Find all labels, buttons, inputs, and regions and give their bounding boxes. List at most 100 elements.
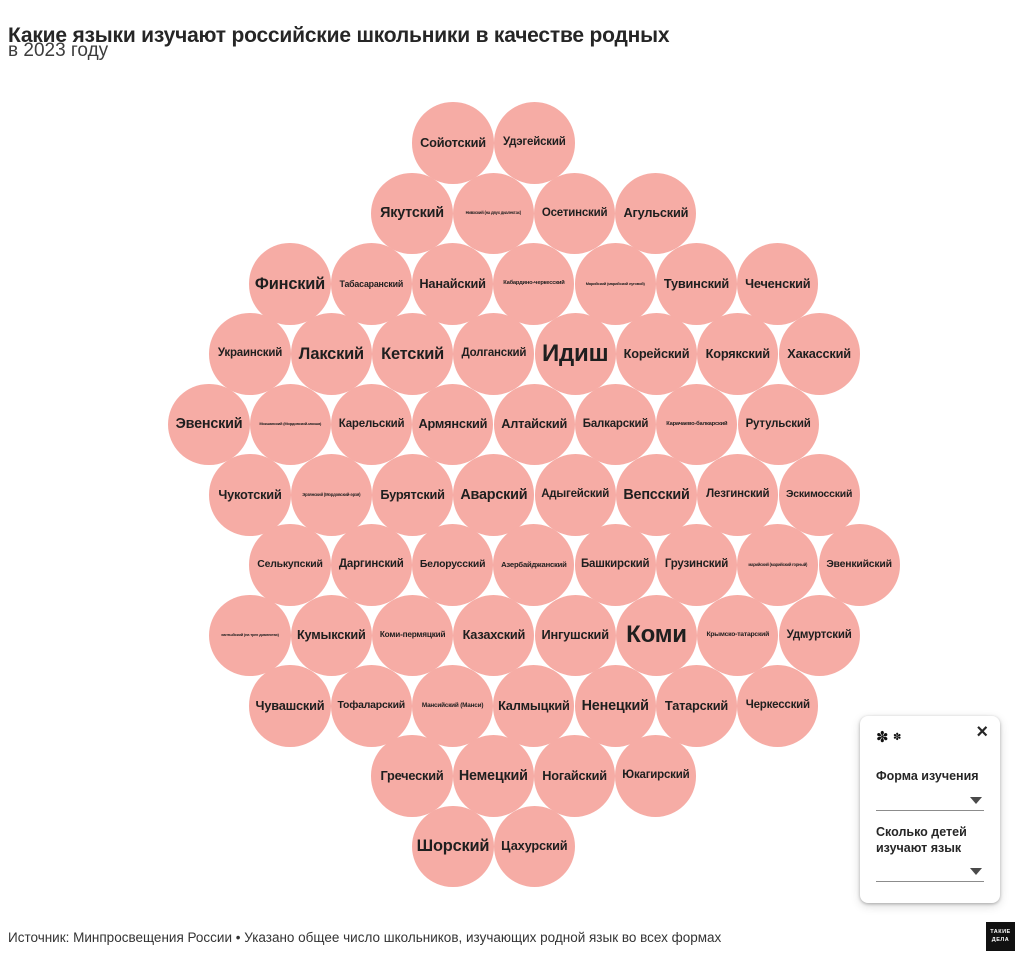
language-circle[interactable]: Нивхский (на двух диалектах): [452, 172, 534, 255]
language-circle[interactable]: Карачаево-балкарский: [656, 383, 738, 466]
language-circle[interactable]: Цахурский: [493, 805, 575, 888]
form-select[interactable]: [876, 786, 984, 811]
language-circle[interactable]: Чукотский: [209, 454, 291, 536]
language-circle[interactable]: Сойотский: [412, 102, 494, 184]
language-circle[interactable]: Эвенский: [168, 383, 250, 466]
language-circle[interactable]: Тувинский: [655, 243, 738, 325]
language-circle[interactable]: Лезгинский: [697, 454, 779, 536]
language-label: Вепсский: [623, 486, 690, 503]
language-circle[interactable]: Балкарский: [574, 383, 657, 466]
language-circle[interactable]: Агульский: [615, 172, 697, 255]
language-circle[interactable]: Селькупский: [249, 524, 331, 606]
language-circle[interactable]: Ногайский: [534, 735, 616, 817]
language-circle[interactable]: Чеченский: [737, 243, 819, 325]
language-circle[interactable]: Эрзянский (Мордовский-эрзя): [290, 454, 372, 536]
language-circle[interactable]: Удмуртский: [778, 594, 860, 677]
language-circle[interactable]: Мансийский (Манси): [412, 665, 494, 747]
language-label: Карельский: [338, 417, 405, 430]
language-circle[interactable]: Немецкий: [452, 735, 534, 817]
language-circle[interactable]: Удэгейский: [493, 102, 575, 184]
language-circle[interactable]: Армянский: [412, 383, 494, 466]
language-label: Эвенкийский: [826, 558, 892, 570]
language-circle[interactable]: Табасаранский: [330, 243, 412, 325]
language-label: Черкесский: [745, 699, 810, 712]
language-circle[interactable]: Идиш: [534, 313, 616, 395]
language-circle[interactable]: Чувашский: [249, 665, 331, 747]
language-circle[interactable]: Юкагирский: [615, 735, 697, 817]
language-label: Эвенский: [175, 416, 243, 433]
language-circle[interactable]: Даргинский: [330, 524, 412, 606]
filter-panel: ✽ ✽ × Форма изучения Сколько детей изуча…: [860, 716, 1000, 903]
language-circle[interactable]: Татарский: [655, 665, 738, 747]
language-label: Осетинский: [541, 206, 608, 219]
language-circle[interactable]: Мокшанский (Мордовский-мокша): [249, 383, 331, 466]
language-label: Крымско-татарский: [706, 631, 770, 639]
language-circle[interactable]: Греческий: [371, 735, 453, 817]
language-circle[interactable]: Эвенкийский: [818, 524, 900, 606]
language-circle[interactable]: Корейский: [615, 313, 698, 395]
language-label: Долганский: [461, 347, 527, 360]
language-label: Алтайский: [501, 416, 568, 432]
chevron-down-icon: [970, 868, 982, 875]
language-circle[interactable]: Тофаларский: [330, 665, 412, 747]
language-circle[interactable]: хантыйский (на трех диалектах): [209, 594, 291, 677]
language-label: Лезгинский: [706, 488, 770, 501]
language-circle[interactable]: Калмыцкий: [493, 665, 575, 747]
language-circle[interactable]: Черкесский: [737, 665, 819, 747]
language-circle[interactable]: Казахский: [453, 594, 535, 677]
language-circle[interactable]: Нанайский: [412, 243, 494, 325]
language-label: Азербайджанский: [501, 560, 567, 570]
language-circle[interactable]: Коми-пермяцкий: [372, 594, 454, 677]
language-circle[interactable]: Ненецкий: [574, 665, 656, 747]
language-circle[interactable]: Карельский: [331, 383, 413, 466]
language-circle[interactable]: Финский: [249, 243, 331, 325]
language-label: Корякский: [705, 345, 770, 361]
language-circle[interactable]: Кетский: [372, 313, 454, 395]
language-label: Нанайский: [419, 275, 486, 291]
language-circle[interactable]: Хакасский: [778, 313, 860, 395]
language-circle[interactable]: Коми: [615, 594, 698, 677]
language-circle[interactable]: Адыгейский: [534, 454, 616, 536]
language-circle[interactable]: Якутский: [371, 172, 453, 255]
language-label: марийский (марийский горный): [748, 561, 808, 567]
language-label: Кумыкский: [296, 627, 366, 643]
language-label: Табасаранский: [339, 278, 404, 289]
close-icon[interactable]: ×: [976, 721, 988, 743]
language-circle[interactable]: Алтайский: [493, 383, 575, 466]
flowers-icon: ✽ ✽: [876, 729, 902, 746]
language-circle[interactable]: Украинский: [209, 313, 291, 395]
language-circle[interactable]: Крымско-татарский: [697, 594, 779, 677]
page-title: Какие языки изучают российские школьники…: [8, 24, 670, 48]
count-select[interactable]: [876, 857, 984, 882]
language-circle[interactable]: марийский (марийский горный): [737, 524, 819, 606]
language-circle[interactable]: Аварский: [453, 454, 535, 536]
filter-label-form: Форма изучения: [876, 769, 979, 783]
language-circle[interactable]: Марийский (марийский луговой): [574, 243, 656, 325]
language-label: Аварский: [460, 486, 528, 503]
language-circle[interactable]: Лакский: [290, 313, 372, 395]
language-circle[interactable]: Бурятский: [372, 454, 454, 536]
language-circle[interactable]: Кабардино-черкесский: [493, 243, 575, 325]
language-label: Белорусский: [419, 558, 486, 570]
language-circle[interactable]: Долганский: [453, 313, 535, 395]
language-circle[interactable]: Эскимосский: [778, 454, 860, 536]
language-label: Цахурский: [501, 838, 568, 854]
language-label: Хакасский: [787, 345, 851, 361]
language-circle[interactable]: Вепсский: [615, 454, 698, 536]
language-label: Нивхский (на двух диалектах): [465, 210, 521, 216]
language-circle[interactable]: Шорский: [412, 805, 494, 888]
language-label: Финский: [254, 274, 326, 293]
language-circle[interactable]: Корякский: [697, 313, 779, 395]
language-circle[interactable]: Грузинский: [655, 524, 738, 606]
language-circle[interactable]: Ингушский: [534, 594, 616, 677]
language-circle[interactable]: Азербайджанский: [493, 524, 575, 606]
language-label: Чеченский: [745, 275, 811, 291]
language-circle[interactable]: Кумыкский: [290, 594, 372, 677]
language-label: Рутульский: [745, 417, 811, 430]
language-circle[interactable]: Башкирский: [574, 524, 656, 606]
language-label: Карачаево-балкарский: [666, 420, 728, 427]
language-circle[interactable]: Белорусский: [412, 524, 494, 606]
language-circle[interactable]: Рутульский: [737, 383, 819, 466]
language-circle[interactable]: Осетинский: [534, 172, 616, 255]
language-label: Марийский (марийский луговой): [585, 280, 645, 286]
